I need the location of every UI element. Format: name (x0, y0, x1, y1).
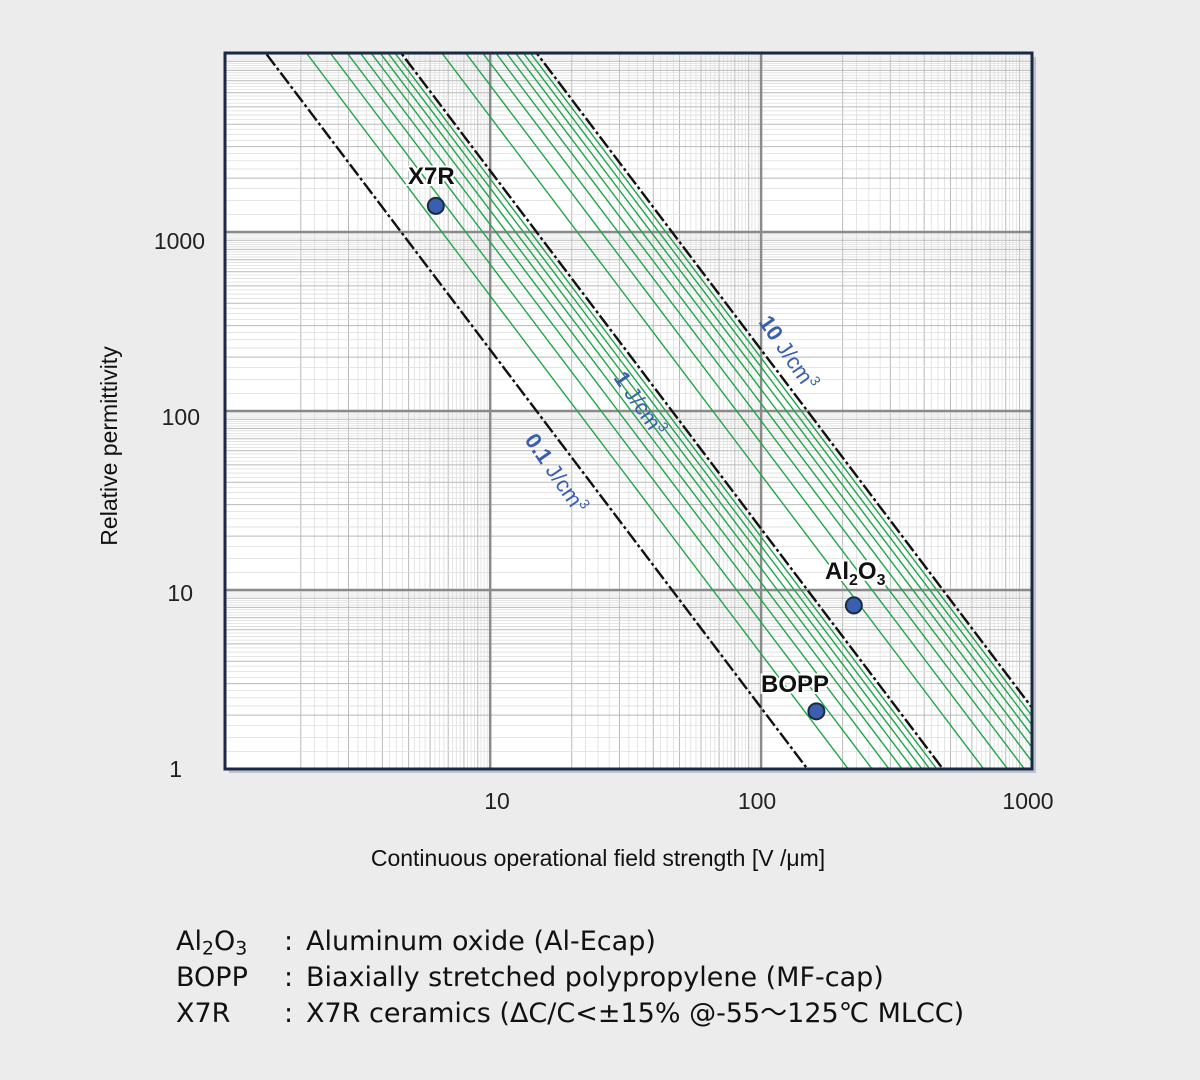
data-points (426, 196, 863, 721)
y-tick-labels: 1 10 100 1000 (154, 228, 205, 782)
legend-separator: : (284, 926, 294, 957)
green-energy-line (505, 53, 1032, 748)
green-energy-line (359, 53, 904, 769)
black-energy-line (535, 53, 1032, 709)
green-energy-line (394, 53, 938, 769)
y-tick-100: 100 (162, 404, 200, 430)
black-energy-line (264, 53, 809, 769)
green-energy-line (346, 53, 890, 769)
green-energy-line (481, 53, 1026, 769)
y-tick-10: 10 (167, 580, 193, 606)
abbreviation-legend: Al2O3: Aluminum oxide (Al-Ecap) BOPP: Biax… (176, 924, 964, 1032)
x-tick-labels: 10 100 1000 (484, 788, 1053, 814)
green-energy-line (494, 53, 1032, 763)
legend-key: Al2O3 (176, 926, 248, 960)
x-tick-10: 10 (484, 788, 510, 814)
intermediate-energy-lines (305, 53, 1032, 769)
legend-row-al2o3: Al2O3: Aluminum oxide (Al-Ecap) (176, 924, 964, 960)
legend-text: Biaxially stretched polypropylene (MF-ca… (306, 962, 884, 993)
green-energy-line (329, 53, 873, 769)
legend-separator: : (284, 998, 294, 1029)
x-tick-100: 100 (738, 788, 776, 814)
green-energy-line (387, 53, 931, 769)
point-labels: X7R Al2O3 BOPP (406, 161, 888, 700)
legend-text: Aluminum oxide (Al-Ecap) (306, 926, 656, 957)
black-energy-line (399, 53, 945, 769)
green-energy-line (440, 53, 985, 769)
y-axis-label: Relative permittivity (96, 346, 122, 546)
point-label-bopp: BOPP (761, 671, 829, 698)
legend-row-x7r: X7R: X7R ceramics (ΔC/C<±15% @-55～125℃ ML… (176, 996, 964, 1032)
y-tick-1: 1 (169, 756, 182, 782)
point-al2o3 (844, 596, 863, 615)
green-energy-line (370, 53, 914, 769)
x-axis-label: Continuous operational field strength [V… (371, 845, 825, 871)
legend-text: X7R ceramics (ΔC/C<±15% @-55～125℃ MLCC) (306, 998, 965, 1029)
y-tick-1000: 1000 (154, 228, 205, 254)
green-energy-line (379, 53, 923, 769)
point-label-x7r: X7R (408, 163, 455, 190)
chart-area: X7R Al2O3 BOPP 0.1 J/cm3 1 J/cm3 10 J/cm… (96, 51, 1054, 871)
plot-frame (223, 51, 1034, 771)
point-label-al2o3: Al2O3 (825, 558, 886, 589)
energy-density-lines (264, 53, 1032, 769)
x-tick-1000: 1000 (1002, 788, 1053, 814)
green-energy-line (514, 53, 1032, 736)
green-energy-line (464, 53, 1009, 769)
green-energy-line (529, 53, 1032, 717)
green-energy-line (522, 53, 1032, 726)
green-energy-line (305, 53, 850, 769)
energy-density-chart: X7R Al2O3 BOPP 0.1 J/cm3 1 J/cm3 10 J/cm… (96, 51, 1054, 871)
legend-key: X7R (176, 998, 231, 1029)
legend-separator: : (284, 962, 294, 993)
point-x7r (426, 196, 445, 215)
point-bopp (807, 702, 826, 721)
legend-row-bopp: BOPP: Biaxially stretched polypropylene (… (176, 960, 964, 996)
legend-key: BOPP (176, 962, 248, 993)
